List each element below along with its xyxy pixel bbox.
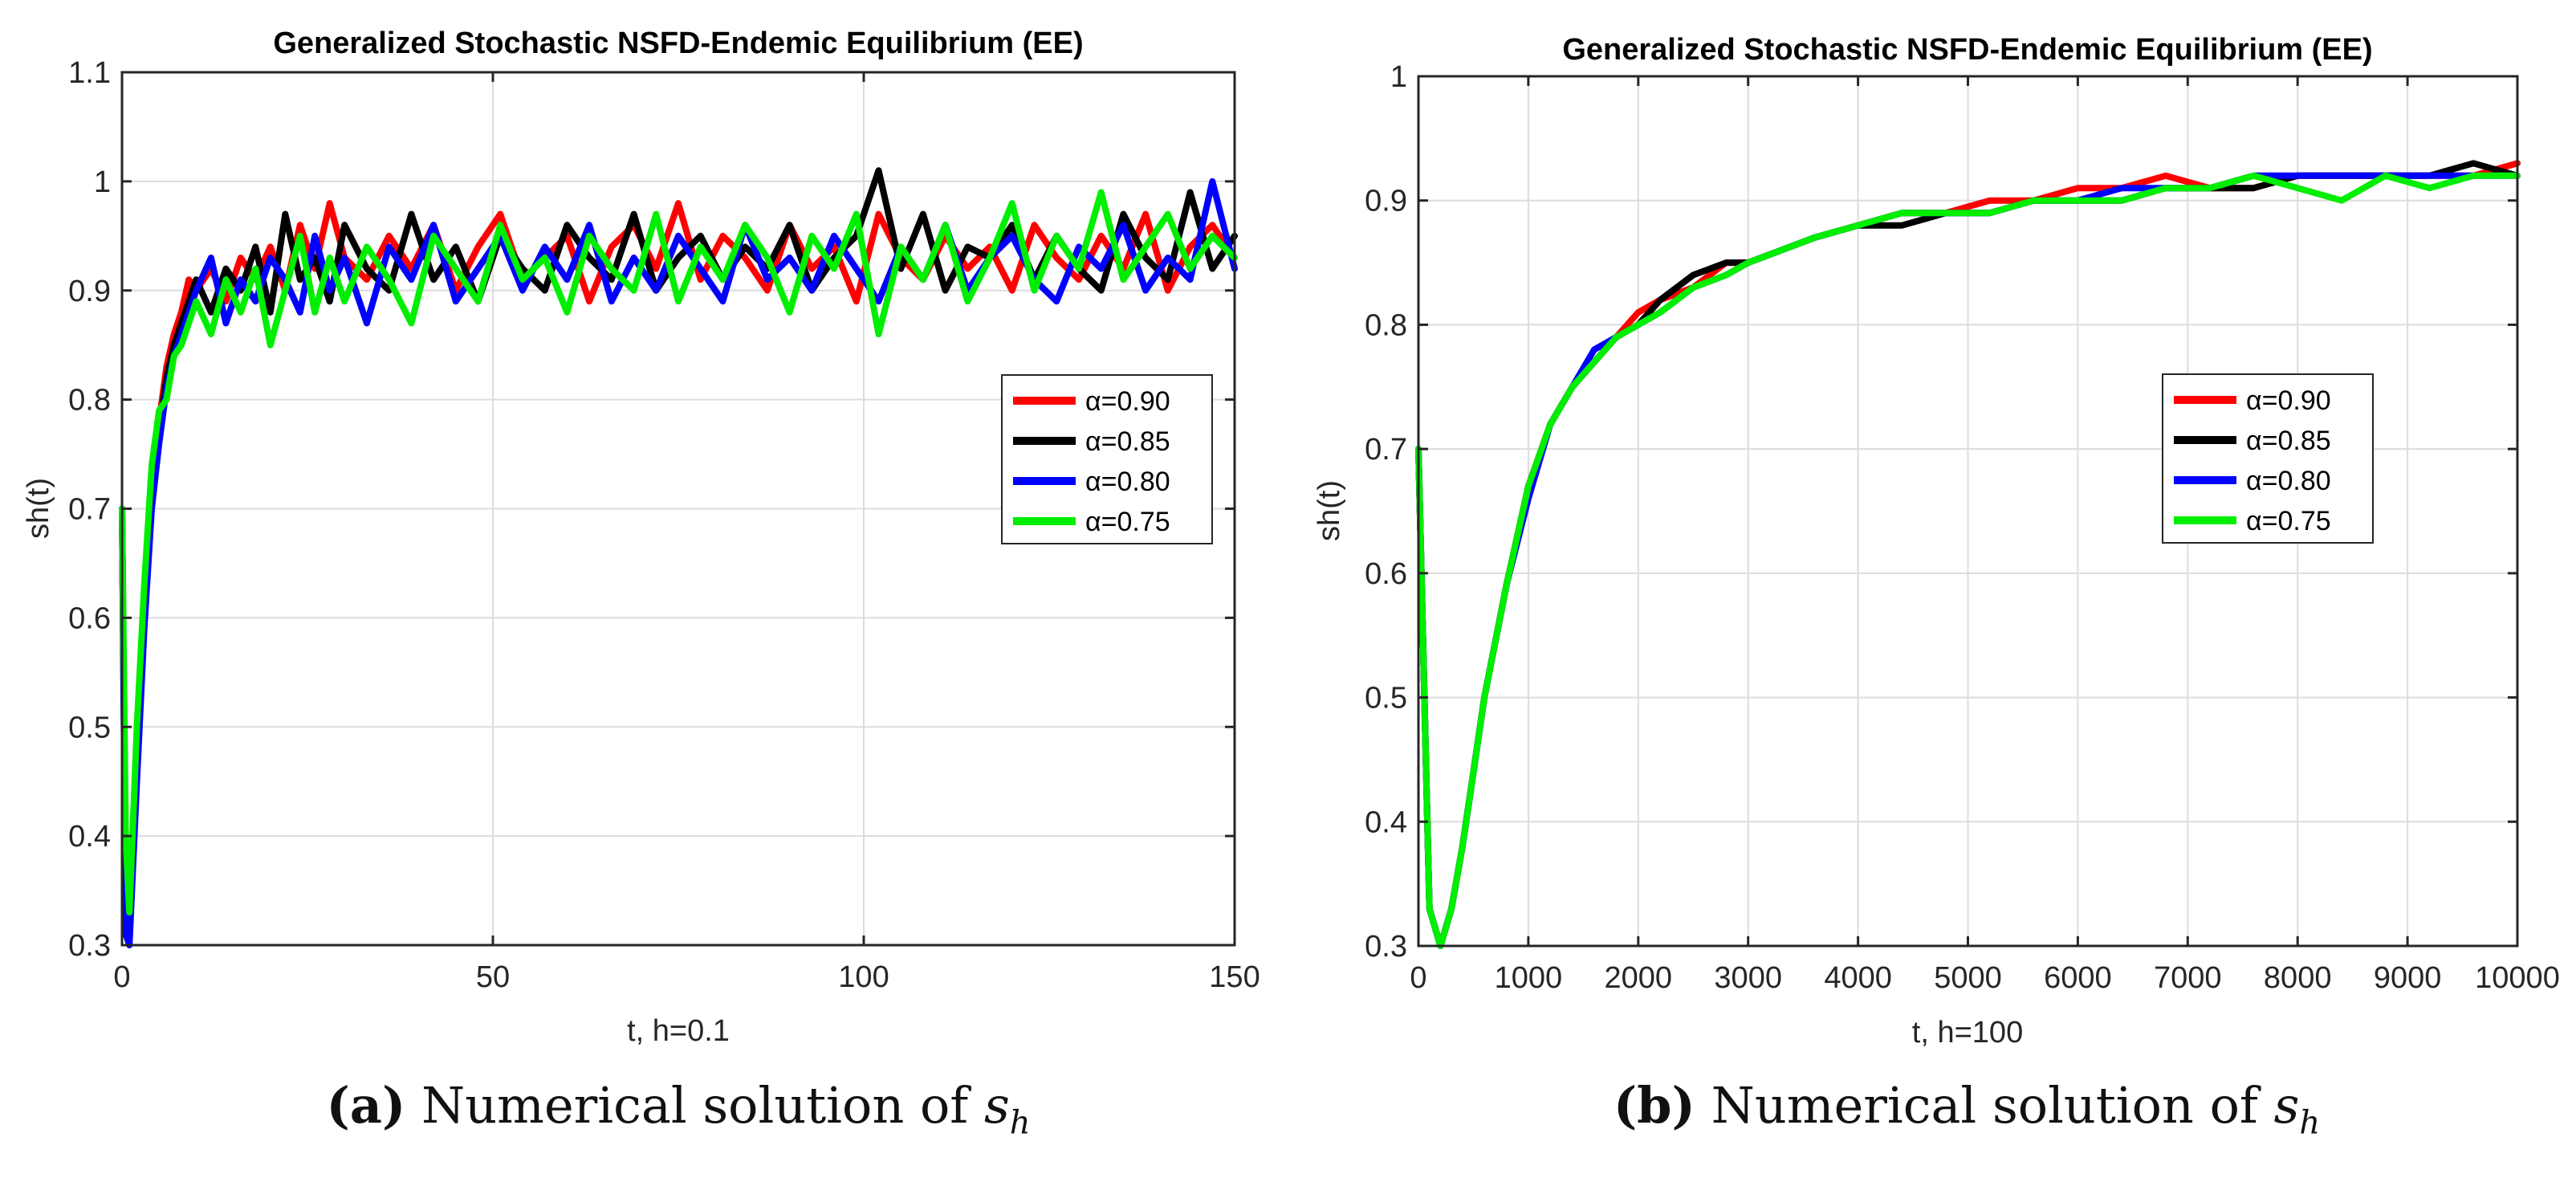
- panel-a-series: [119, 167, 1238, 948]
- x-tick-label: 0: [1410, 961, 1426, 995]
- y-tick-label: 1: [94, 165, 111, 199]
- y-tick-label: 0.7: [1365, 433, 1407, 467]
- y-tick-label: 0.6: [1365, 557, 1407, 591]
- series-line-1: [119, 200, 1238, 927]
- y-tick-label: 0.8: [1365, 308, 1407, 342]
- panel-a-xlabel: t, h=0.1: [627, 1014, 730, 1048]
- x-tick-label: 8000: [2264, 961, 2332, 995]
- panel-b-series: [1415, 160, 2521, 949]
- y-tick-label: 0.3: [68, 929, 111, 963]
- panel-a-ticks: 0 50 100 150 0.3 0.4 0.5 0.6 0.7 0.8 0.9 1 1.1: [68, 56, 1260, 994]
- y-tick-label: 0.6: [68, 601, 111, 635]
- y-tick-label: 0.7: [68, 493, 111, 527]
- panel-b-xlabel: t, h=100: [1912, 1016, 2023, 1050]
- x-tick-label: 4000: [1824, 961, 1892, 995]
- y-tick-label: 0.3: [1365, 930, 1407, 964]
- panel-b-caption-subscript: h: [2299, 1104, 2321, 1142]
- y-tick-label: 0.9: [68, 275, 111, 308]
- x-tick-label: 50: [476, 960, 510, 994]
- x-tick-label: 7000: [2154, 961, 2222, 995]
- panel-b-caption-label: (b): [1613, 1076, 1695, 1135]
- panel-b-caption-symbol: s: [2273, 1076, 2300, 1135]
- x-tick-label: 6000: [2044, 961, 2112, 995]
- panel-a-title: Generalized Stochastic NSFD-Endemic Equi…: [273, 26, 1083, 60]
- panel-b-grid: [1418, 75, 2518, 947]
- series-line-3: [119, 177, 1238, 948]
- panel-b-caption-text: Numerical solution of: [1711, 1076, 2258, 1135]
- panel-a-caption-label: (a): [326, 1076, 406, 1135]
- legend-label: α=0.85: [2246, 426, 2331, 456]
- x-tick-label: 10000: [2475, 961, 2560, 995]
- legend-label: α=0.85: [1085, 426, 1170, 457]
- legend-label: α=0.90: [2246, 385, 2331, 416]
- y-tick-label: 1: [1390, 60, 1407, 94]
- panel-b-ticks: 0 1000 2000 3000 4000 5000 6000 7000 8000 9000 100…: [1365, 60, 2560, 995]
- y-tick-label: 0.8: [68, 384, 111, 418]
- x-tick-label: 3000: [1714, 961, 1782, 995]
- panel-b: 0 1000 2000 3000 4000 5000 6000 7000 8000 9000 100…: [1312, 33, 2560, 1050]
- y-tick-label: 0.4: [1365, 805, 1407, 839]
- legend-label: α=0.80: [2246, 466, 2331, 496]
- panel-b-caption: (b) Numerical solution of sh: [1445, 1076, 2489, 1141]
- panel-b-legend[interactable]: α=0.90 α=0.85 α=0.80 α=0.75: [2162, 373, 2374, 544]
- panel-a-legend[interactable]: α=0.90 α=0.85 α=0.80 α=0.75: [1001, 374, 1213, 544]
- y-tick-label: 1.1: [68, 56, 111, 90]
- x-tick-label: 0: [113, 960, 130, 994]
- legend-label: α=0.75: [1085, 507, 1170, 537]
- panel-a: 0 50 100 150 0.3 0.4 0.5 0.6 0.7 0.8 0.9 1 1.1 α=0.9…: [22, 26, 1260, 1048]
- panel-a-caption: (a) Numerical solution of sh: [157, 1076, 1200, 1141]
- panel-a-caption-text: Numerical solution of: [421, 1076, 969, 1135]
- panel-b-ylabel: sh(t): [1312, 480, 1346, 541]
- panel-b-title: Generalized Stochastic NSFD-Endemic Equi…: [1562, 33, 2372, 67]
- y-tick-label: 0.9: [1365, 185, 1407, 218]
- x-tick-label: 2000: [1605, 961, 1673, 995]
- legend-label: α=0.75: [2246, 506, 2331, 536]
- legend-label: α=0.80: [1085, 467, 1170, 497]
- y-tick-label: 0.5: [68, 711, 111, 744]
- x-tick-label: 9000: [2374, 961, 2442, 995]
- x-tick-label: 1000: [1495, 961, 1563, 995]
- series-line-4: [1415, 172, 2521, 949]
- legend-label: α=0.90: [1085, 386, 1170, 417]
- panel-a-ylabel: sh(t): [22, 478, 55, 539]
- legend-box: [2162, 373, 2374, 544]
- panel-a-caption-subscript: h: [1009, 1104, 1031, 1142]
- y-tick-label: 0.4: [68, 820, 111, 854]
- panel-a-caption-symbol: s: [983, 1076, 1010, 1135]
- y-tick-label: 0.5: [1365, 682, 1407, 715]
- x-tick-label: 5000: [1934, 961, 2002, 995]
- x-tick-label: 150: [1209, 960, 1260, 994]
- x-tick-label: 100: [838, 960, 889, 994]
- series-line-4: [119, 189, 1238, 916]
